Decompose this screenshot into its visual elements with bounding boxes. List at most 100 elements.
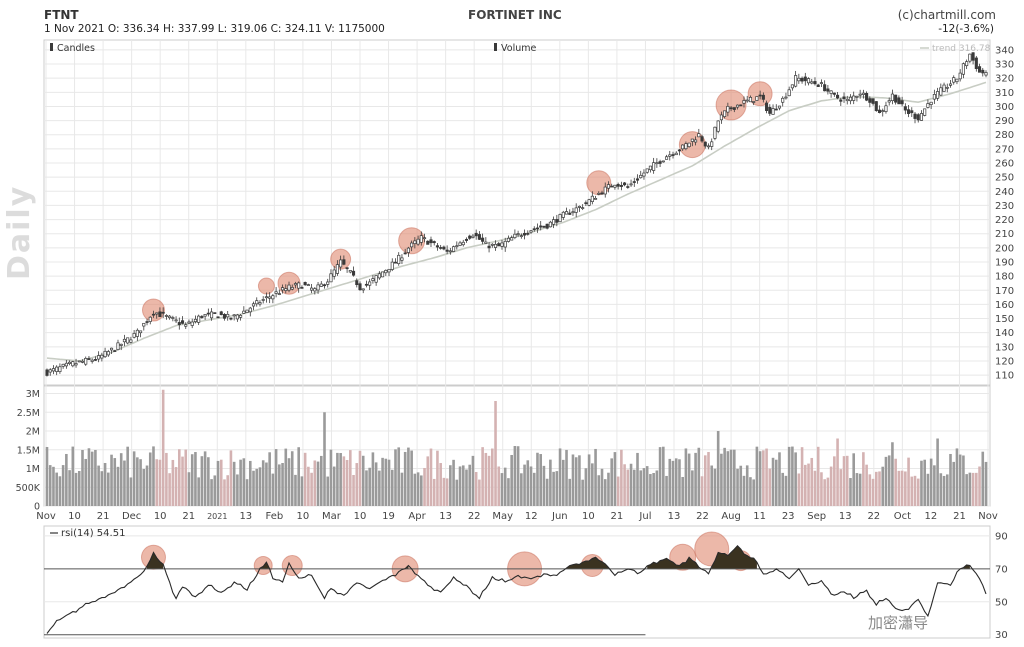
candle-body (190, 321, 194, 326)
volume-bar (100, 471, 104, 506)
candle-body (542, 225, 546, 228)
volume-bar (581, 479, 584, 506)
candle-body (487, 245, 491, 249)
volume-bar (542, 465, 546, 506)
volume-legend-label: Volume (501, 43, 536, 54)
price-tick-label: 170 (995, 286, 1014, 297)
candle-body (251, 303, 256, 307)
candle-body (790, 84, 794, 89)
candle-body (784, 96, 788, 99)
volume-bar (345, 460, 349, 506)
candle-body (271, 295, 275, 300)
price-tick-label: 250 (995, 173, 1014, 184)
volume-bar (649, 474, 652, 506)
volume-bar (671, 460, 675, 506)
volume-bar (384, 458, 388, 506)
volume-bar (303, 452, 307, 506)
volume-bar (226, 475, 230, 506)
volume-bar (736, 468, 739, 506)
volume-bar (136, 457, 139, 506)
volume-bar (61, 465, 65, 506)
volume-bar (68, 470, 71, 506)
volume-bar (904, 471, 907, 506)
candle-body (371, 278, 375, 281)
volume-bar (591, 463, 594, 506)
volume-bar (87, 448, 91, 506)
candle-body (471, 235, 475, 238)
volume-bar (142, 468, 146, 506)
candle-body (410, 242, 414, 248)
volume-bar (449, 465, 452, 506)
candle-body (823, 84, 827, 92)
candle-body (80, 360, 85, 363)
volume-bar (355, 463, 359, 506)
volume-bar (332, 466, 336, 506)
volume-bar (181, 456, 184, 506)
price-tick-label: 230 (995, 201, 1014, 212)
volume-bar (565, 449, 568, 506)
volume-bar (474, 471, 478, 506)
volume-bar (365, 470, 368, 506)
volume-bar (813, 470, 817, 506)
volume-bar (532, 472, 536, 506)
volume-bar (939, 473, 943, 506)
volume-bar (807, 463, 810, 506)
candle-body (210, 311, 214, 319)
volume-bar (123, 460, 126, 506)
candle-body (597, 193, 601, 195)
candle-body (384, 269, 388, 274)
volume-bar (691, 470, 694, 506)
candle-body (961, 63, 965, 75)
volume-bar (284, 448, 288, 506)
volume-bar (716, 431, 720, 506)
volume-bar (319, 455, 323, 506)
candle-body (936, 91, 940, 99)
volume-bar (413, 473, 417, 506)
volume-bar (290, 451, 294, 506)
candle-body (393, 261, 398, 264)
volume-bar (158, 459, 162, 506)
volume-bar (710, 465, 714, 506)
candle-body (871, 98, 875, 104)
volume-bar (420, 475, 423, 506)
candle-body (448, 250, 452, 253)
volume-bar (803, 464, 807, 506)
volume-bar (626, 469, 630, 506)
volume-bar (603, 479, 607, 506)
candle-body (293, 283, 298, 286)
price-tick-label: 320 (995, 74, 1014, 85)
candle-body (645, 168, 649, 173)
date-tick-label: 10 (297, 511, 310, 522)
candle-body (406, 247, 410, 253)
volume-bar (490, 448, 494, 506)
volume-bar (655, 470, 659, 506)
volume-bar (465, 469, 468, 506)
volume-bar (271, 473, 275, 506)
volume-bar (597, 475, 601, 506)
candle-body (910, 110, 914, 114)
volume-bar (723, 447, 726, 506)
candle-body (661, 160, 665, 163)
volume-bar (842, 456, 846, 506)
volume-bar (845, 455, 849, 506)
candle-body (826, 88, 830, 92)
price-tick-label: 140 (995, 328, 1014, 339)
volume-bar (558, 448, 562, 506)
candle-body (845, 98, 849, 102)
candle-body (129, 339, 133, 343)
candles-legend-label: Candles (57, 43, 95, 54)
candle-body (523, 232, 527, 236)
volume-bar (48, 465, 52, 506)
volume-bar (920, 460, 923, 506)
volume-bar (248, 460, 252, 506)
candle-body (187, 321, 191, 324)
candle-body (261, 299, 265, 301)
volume-bar (516, 446, 520, 506)
candle-body (100, 354, 104, 359)
candle-body (132, 333, 136, 338)
volume-bar (268, 452, 271, 506)
volume-bar (816, 446, 820, 506)
volume-bar (552, 471, 555, 506)
volume-bar (926, 473, 930, 506)
volume-bar (549, 459, 552, 506)
